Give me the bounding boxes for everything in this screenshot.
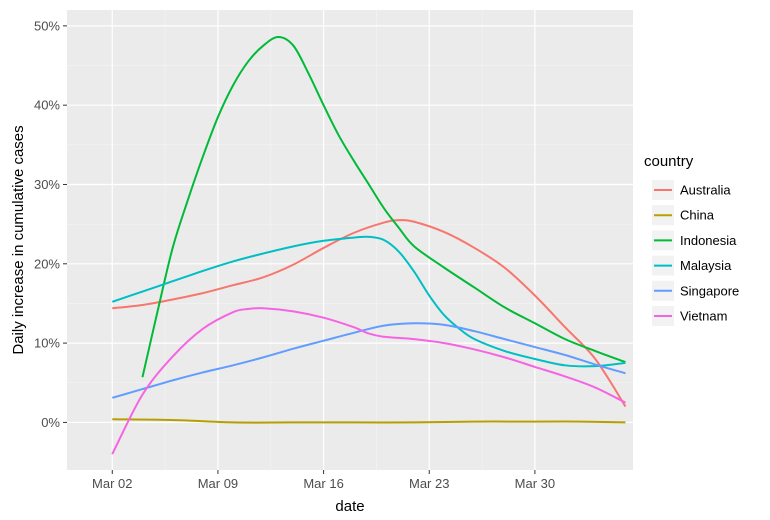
legend-title: country — [644, 153, 694, 170]
series-line-australia — [112, 219, 627, 408]
x-tick-label: Mar 02 — [92, 476, 132, 491]
legend-item-indonesia: Indonesia — [652, 230, 737, 251]
legend-label: Indonesia — [680, 233, 737, 248]
legend-item-australia: Australia — [652, 180, 731, 200]
y-axis-title: Daily increase in cumulative cases — [10, 125, 27, 354]
y-tick-label: 50% — [34, 18, 60, 33]
y-axis: 0% 10% 20% 30% 40% 50% — [34, 18, 67, 430]
legend: country Australia China Indonesia Malaysia S… — [644, 153, 739, 326]
legend-label: Malaysia — [680, 258, 732, 273]
legend-label: China — [680, 208, 715, 223]
legend-label: Singapore — [680, 283, 739, 298]
x-tick-label: Mar 30 — [515, 476, 555, 491]
series-line-malaysia — [111, 235, 626, 368]
grid-minor — [67, 10, 633, 470]
legend-label: Australia — [680, 183, 731, 198]
series-line-vietnam — [111, 307, 626, 455]
y-tick-label: 10% — [34, 336, 60, 351]
legend-item-vietnam: Vietnam — [652, 306, 727, 326]
x-tick-label: Mar 23 — [409, 476, 449, 491]
x-axis-title: date — [335, 498, 364, 515]
legend-item-singapore: Singapore — [652, 280, 739, 301]
panel-background — [67, 10, 633, 470]
x-axis: Mar 02 Mar 09 Mar 16 Mar 23 Mar 30 — [92, 470, 555, 491]
y-tick-label: 40% — [34, 98, 60, 113]
series-line-singapore — [112, 322, 626, 399]
legend-item-malaysia: Malaysia — [652, 255, 732, 276]
y-tick-label: 30% — [34, 177, 60, 192]
y-tick-label: 0% — [41, 415, 60, 430]
series-line-indonesia — [141, 35, 626, 378]
series-layer — [111, 35, 627, 455]
x-tick-label: Mar 16 — [303, 476, 343, 491]
legend-label: Vietnam — [680, 309, 727, 324]
x-tick-label: Mar 09 — [198, 476, 238, 491]
y-tick-label: 20% — [34, 256, 60, 271]
series-line-china — [112, 418, 626, 424]
legend-item-china: China — [652, 205, 715, 226]
